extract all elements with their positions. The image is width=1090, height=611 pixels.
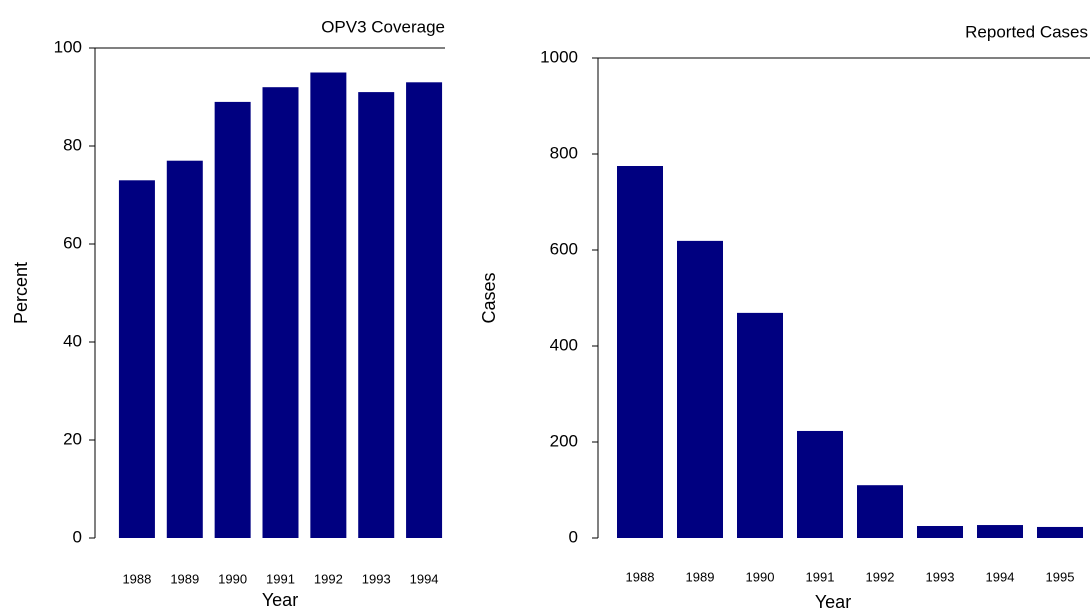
x-tick-label: 1989 xyxy=(170,571,199,586)
x-tick-label: 1988 xyxy=(122,571,151,586)
y-tick-label: 1000 xyxy=(540,47,578,66)
bar xyxy=(166,160,203,538)
bar xyxy=(917,526,963,538)
y-axis-label: Cases xyxy=(479,272,499,323)
y-tick-label: 0 xyxy=(73,527,82,546)
y-tick-label: 0 xyxy=(569,527,578,546)
y-tick-label: 60 xyxy=(63,233,82,252)
x-axis-label: Year xyxy=(262,590,298,610)
x-tick-label: 1988 xyxy=(626,569,655,584)
bar xyxy=(617,166,663,538)
x-tick-label: 1992 xyxy=(314,571,343,586)
y-tick-label: 400 xyxy=(550,335,578,354)
x-tick-label: 1994 xyxy=(986,569,1015,584)
y-tick-label: 600 xyxy=(550,239,578,258)
bar xyxy=(214,101,251,539)
bar xyxy=(358,92,395,538)
x-tick-label: 1993 xyxy=(362,571,391,586)
y-axis-label: Percent xyxy=(11,262,31,324)
bar xyxy=(797,430,843,538)
x-tick-label: 1993 xyxy=(926,569,955,584)
x-tick-label: 1989 xyxy=(686,569,715,584)
bar xyxy=(1037,526,1083,538)
bar xyxy=(977,525,1023,538)
y-tick-label: 40 xyxy=(63,331,82,350)
bar xyxy=(262,87,299,538)
y-tick-label: 80 xyxy=(63,135,82,154)
x-tick-label: 1990 xyxy=(218,571,247,586)
bar xyxy=(118,180,155,539)
y-tick-label: 200 xyxy=(550,431,578,450)
y-tick-label: 100 xyxy=(54,37,82,56)
chart-title: OPV3 Coverage xyxy=(321,17,445,36)
x-tick-label: 1994 xyxy=(410,571,439,586)
x-tick-label: 1990 xyxy=(746,569,775,584)
bar xyxy=(737,312,783,538)
x-tick-label: 1995 xyxy=(1046,569,1075,584)
x-tick-label: 1991 xyxy=(806,569,835,584)
bar xyxy=(406,82,443,539)
y-tick-label: 800 xyxy=(550,143,578,162)
x-tick-label: 1991 xyxy=(266,571,295,586)
bar xyxy=(857,485,903,538)
y-tick-label: 20 xyxy=(63,429,82,448)
x-axis-label: Year xyxy=(815,592,851,611)
chart-title: Reported Cases xyxy=(965,22,1088,41)
bar xyxy=(677,240,723,538)
bar xyxy=(310,72,347,538)
x-tick-label: 1992 xyxy=(866,569,895,584)
